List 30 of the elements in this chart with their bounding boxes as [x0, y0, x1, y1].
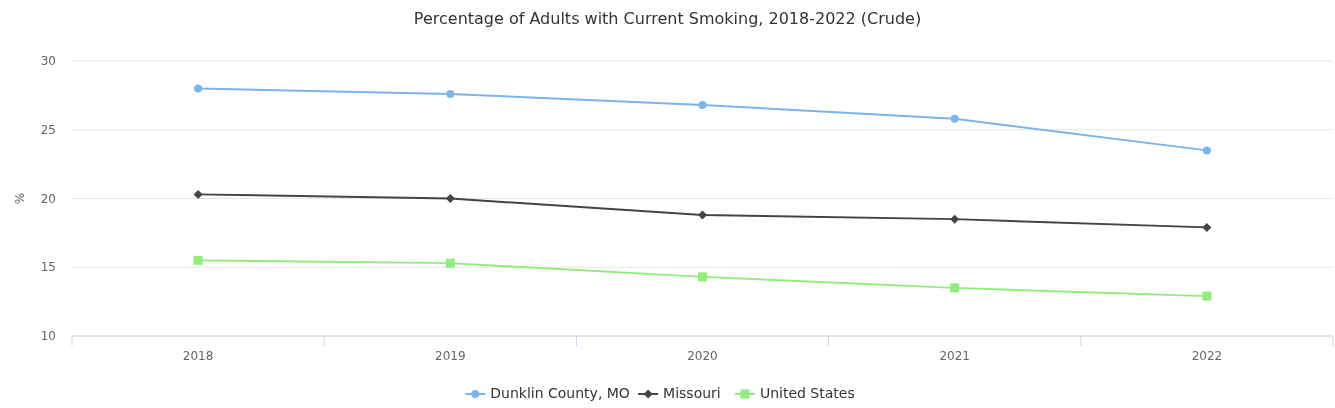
point [1202, 222, 1212, 232]
legend-label: Missouri [663, 385, 721, 401]
point [193, 255, 203, 265]
legend-label: United States [759, 385, 855, 401]
y-tick-label: 15 [40, 260, 56, 275]
chart-title: Percentage of Adults with Current Smoking, 2018-2022 (Crude) [413, 9, 922, 28]
y-axis-title: % [13, 192, 27, 205]
point [445, 194, 455, 203]
y-tick-label: 20 [40, 191, 56, 206]
point [193, 189, 203, 199]
legend-label: Dunklin County, MO [490, 385, 630, 401]
x-tick-label: 2021 [939, 349, 970, 363]
point [445, 258, 455, 268]
x-tick-label: 2018 [182, 349, 214, 363]
point [950, 214, 960, 224]
x-tick-label: 2020 [687, 349, 718, 363]
point [446, 90, 455, 98]
x-tick-label: 2022 [1191, 349, 1223, 363]
point [698, 272, 707, 282]
point [194, 84, 203, 93]
point [1202, 146, 1211, 155]
point [950, 114, 959, 123]
point [698, 210, 707, 220]
point [1202, 291, 1212, 301]
y-tick-label: 30 [40, 54, 56, 68]
y-tick-label: 10 [40, 329, 56, 343]
y-tick-label: 25 [40, 122, 56, 137]
point [698, 101, 707, 109]
x-tick-label: 2019 [435, 349, 466, 363]
point [950, 283, 960, 293]
